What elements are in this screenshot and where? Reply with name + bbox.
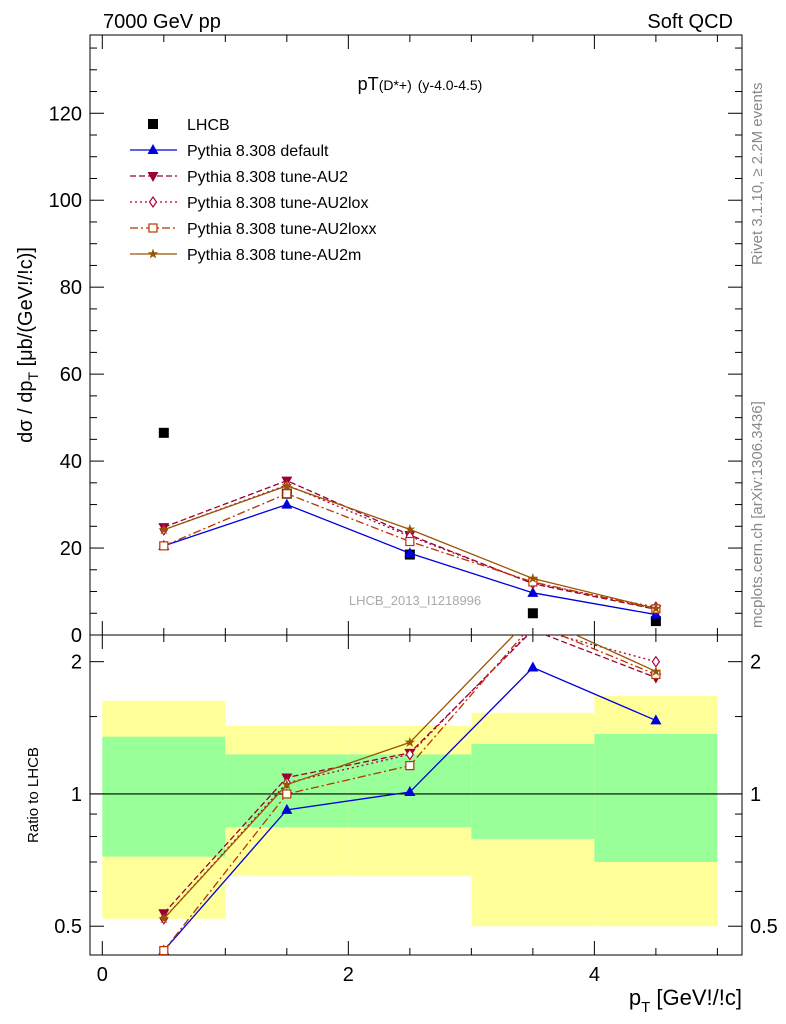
x-tick-label: 0 [97, 964, 108, 986]
main-series-layer [158, 427, 662, 627]
main-point-1-2 [404, 547, 416, 558]
main-point-0-3 [527, 608, 538, 619]
ratio-point-3-2 [405, 761, 415, 771]
legend-marker-3 [148, 195, 158, 209]
ratio-y-tick-label-left: 1 [71, 784, 82, 806]
ratio-point-2-4 [651, 655, 661, 668]
xlabel-suffix: [GeV!/!c] [650, 985, 742, 1010]
main-series-line-4 [163, 492, 657, 610]
legend-label-3: Pythia 8.308 tune-AU2lox [187, 195, 368, 212]
main-point-4-0 [159, 541, 169, 551]
main-plot-title: pT(D*+) (y-4.0-4.5) [358, 74, 483, 94]
legend-marker-2 [147, 172, 159, 182]
title-main: pT [358, 74, 379, 94]
ratio-y-axis-label: Ratio to LHCB [25, 747, 42, 843]
ratio-point-4-2 [404, 736, 416, 747]
legend-entry-1: Pythia 8.308 default [130, 143, 329, 160]
ratio-point-2-2 [405, 748, 415, 761]
ylabel-prefix: dσ / dp [15, 381, 37, 443]
main-point-1-3 [527, 586, 539, 597]
main-y-tick-label: 120 [49, 103, 82, 125]
ratio-y-tick-label-right: 1 [750, 784, 761, 806]
main-series-5 [158, 480, 662, 613]
title-particle: (D*+) [379, 77, 412, 93]
ratio-point-4-1 [281, 779, 293, 790]
xlabel-sub: T [641, 999, 650, 1016]
main-y-tick-label: 60 [60, 364, 82, 386]
ratio-y-tick-label-right: 0.5 [750, 916, 778, 938]
ratio-point-4-4 [650, 666, 662, 676]
mcplots-label: mcplots.cern.ch [arXiv:1306.3436] [749, 401, 766, 628]
ylabel-sub: T [25, 372, 41, 381]
ratio-point-3-3 [529, 620, 537, 628]
uncertainty-bands [90, 696, 742, 927]
ratio-point-3-1 [282, 789, 292, 799]
main-y-tick-label: 40 [60, 451, 82, 473]
analysis-watermark: LHCB_2013_I1218996 [349, 593, 481, 608]
x-tick-label: 4 [589, 964, 600, 986]
main-point-5-3 [527, 573, 539, 583]
main-point-0-4 [650, 616, 661, 627]
ylabel-suffix: [μb/(GeV!/!c)] [15, 247, 37, 372]
main-series-line-5 [163, 485, 657, 610]
energy-label: 7000 GeV pp [103, 11, 221, 33]
x-axis-label: pT [GeV!/!c] [629, 985, 742, 1016]
ratio-point-0-2 [404, 786, 416, 797]
legend-entry-3: Pythia 8.308 tune-AU2lox [130, 195, 368, 212]
ratio-y-tick-label-left: 2 [71, 652, 82, 674]
main-y-tick-label: 100 [49, 190, 82, 212]
legend-marker-1 [147, 144, 159, 154]
main-y-axis-label: dσ / dpT [μb/(GeV!/!c)] [15, 247, 41, 443]
legend-label-1: Pythia 8.308 default [187, 143, 329, 160]
main-y-tick-label: 0 [71, 625, 82, 647]
legend-label-5: Pythia 8.308 tune-AU2m [187, 247, 361, 264]
ratio-series-4 [158, 635, 662, 924]
ratio-point-0-1 [281, 803, 293, 814]
ratio-y-tick-label-right: 2 [750, 652, 761, 674]
main-point-5-4 [650, 603, 662, 613]
legend-label-2: Pythia 8.308 tune-AU2 [187, 169, 348, 186]
title-range: (y-4.0-4.5) [418, 77, 483, 93]
ratio-plot-frame [89, 634, 743, 956]
ratio-point-0-3 [527, 661, 539, 672]
x-tick-label: 2 [343, 964, 354, 986]
legend-marker-5 [147, 248, 159, 259]
main-point-0-0 [158, 427, 169, 438]
legend-label-0: LHCB [187, 117, 230, 134]
ratio-series-layer [158, 620, 662, 955]
main-point-4-2 [405, 536, 415, 547]
green-band-0 [102, 736, 226, 857]
main-y-tick-label: 80 [60, 277, 82, 299]
main-y-tick-label: 20 [60, 538, 82, 560]
legend-marker-0 [148, 119, 158, 129]
legend-marker-4 [148, 223, 158, 233]
ratio-series-3 [159, 620, 661, 955]
ratio-point-0-4 [650, 714, 662, 725]
legend-entry-5: Pythia 8.308 tune-AU2m [130, 247, 361, 264]
xlabel-main: p [629, 985, 641, 1010]
green-band-3 [471, 743, 595, 839]
rivet-label: Rivet 3.1.10, ≥ 2.2M events [749, 83, 766, 266]
legend-entry-4: Pythia 8.308 tune-AU2loxx [130, 221, 376, 238]
legend-entry-0: LHCB [148, 117, 230, 134]
legend: LHCB Pythia 8.308 default Pythia 8.308 tun… [130, 117, 376, 264]
ratio-point-4-0 [158, 913, 169, 924]
green-band-4 [594, 733, 718, 863]
ratio-y-tick-label-left: 0.5 [54, 916, 82, 938]
main-point-5-1 [281, 480, 293, 491]
legend-label-4: Pythia 8.308 tune-AU2loxx [187, 221, 376, 238]
main-point-4-1 [282, 489, 292, 499]
main-point-5-2 [404, 523, 416, 534]
main-point-1-1 [281, 498, 293, 509]
ratio-point-1-3 [532, 635, 534, 637]
legend-entry-2: Pythia 8.308 tune-AU2 [130, 169, 348, 186]
ratio-point-3-0 [159, 946, 169, 955]
process-label: Soft QCD [647, 11, 733, 33]
main-point-5-0 [158, 524, 169, 535]
